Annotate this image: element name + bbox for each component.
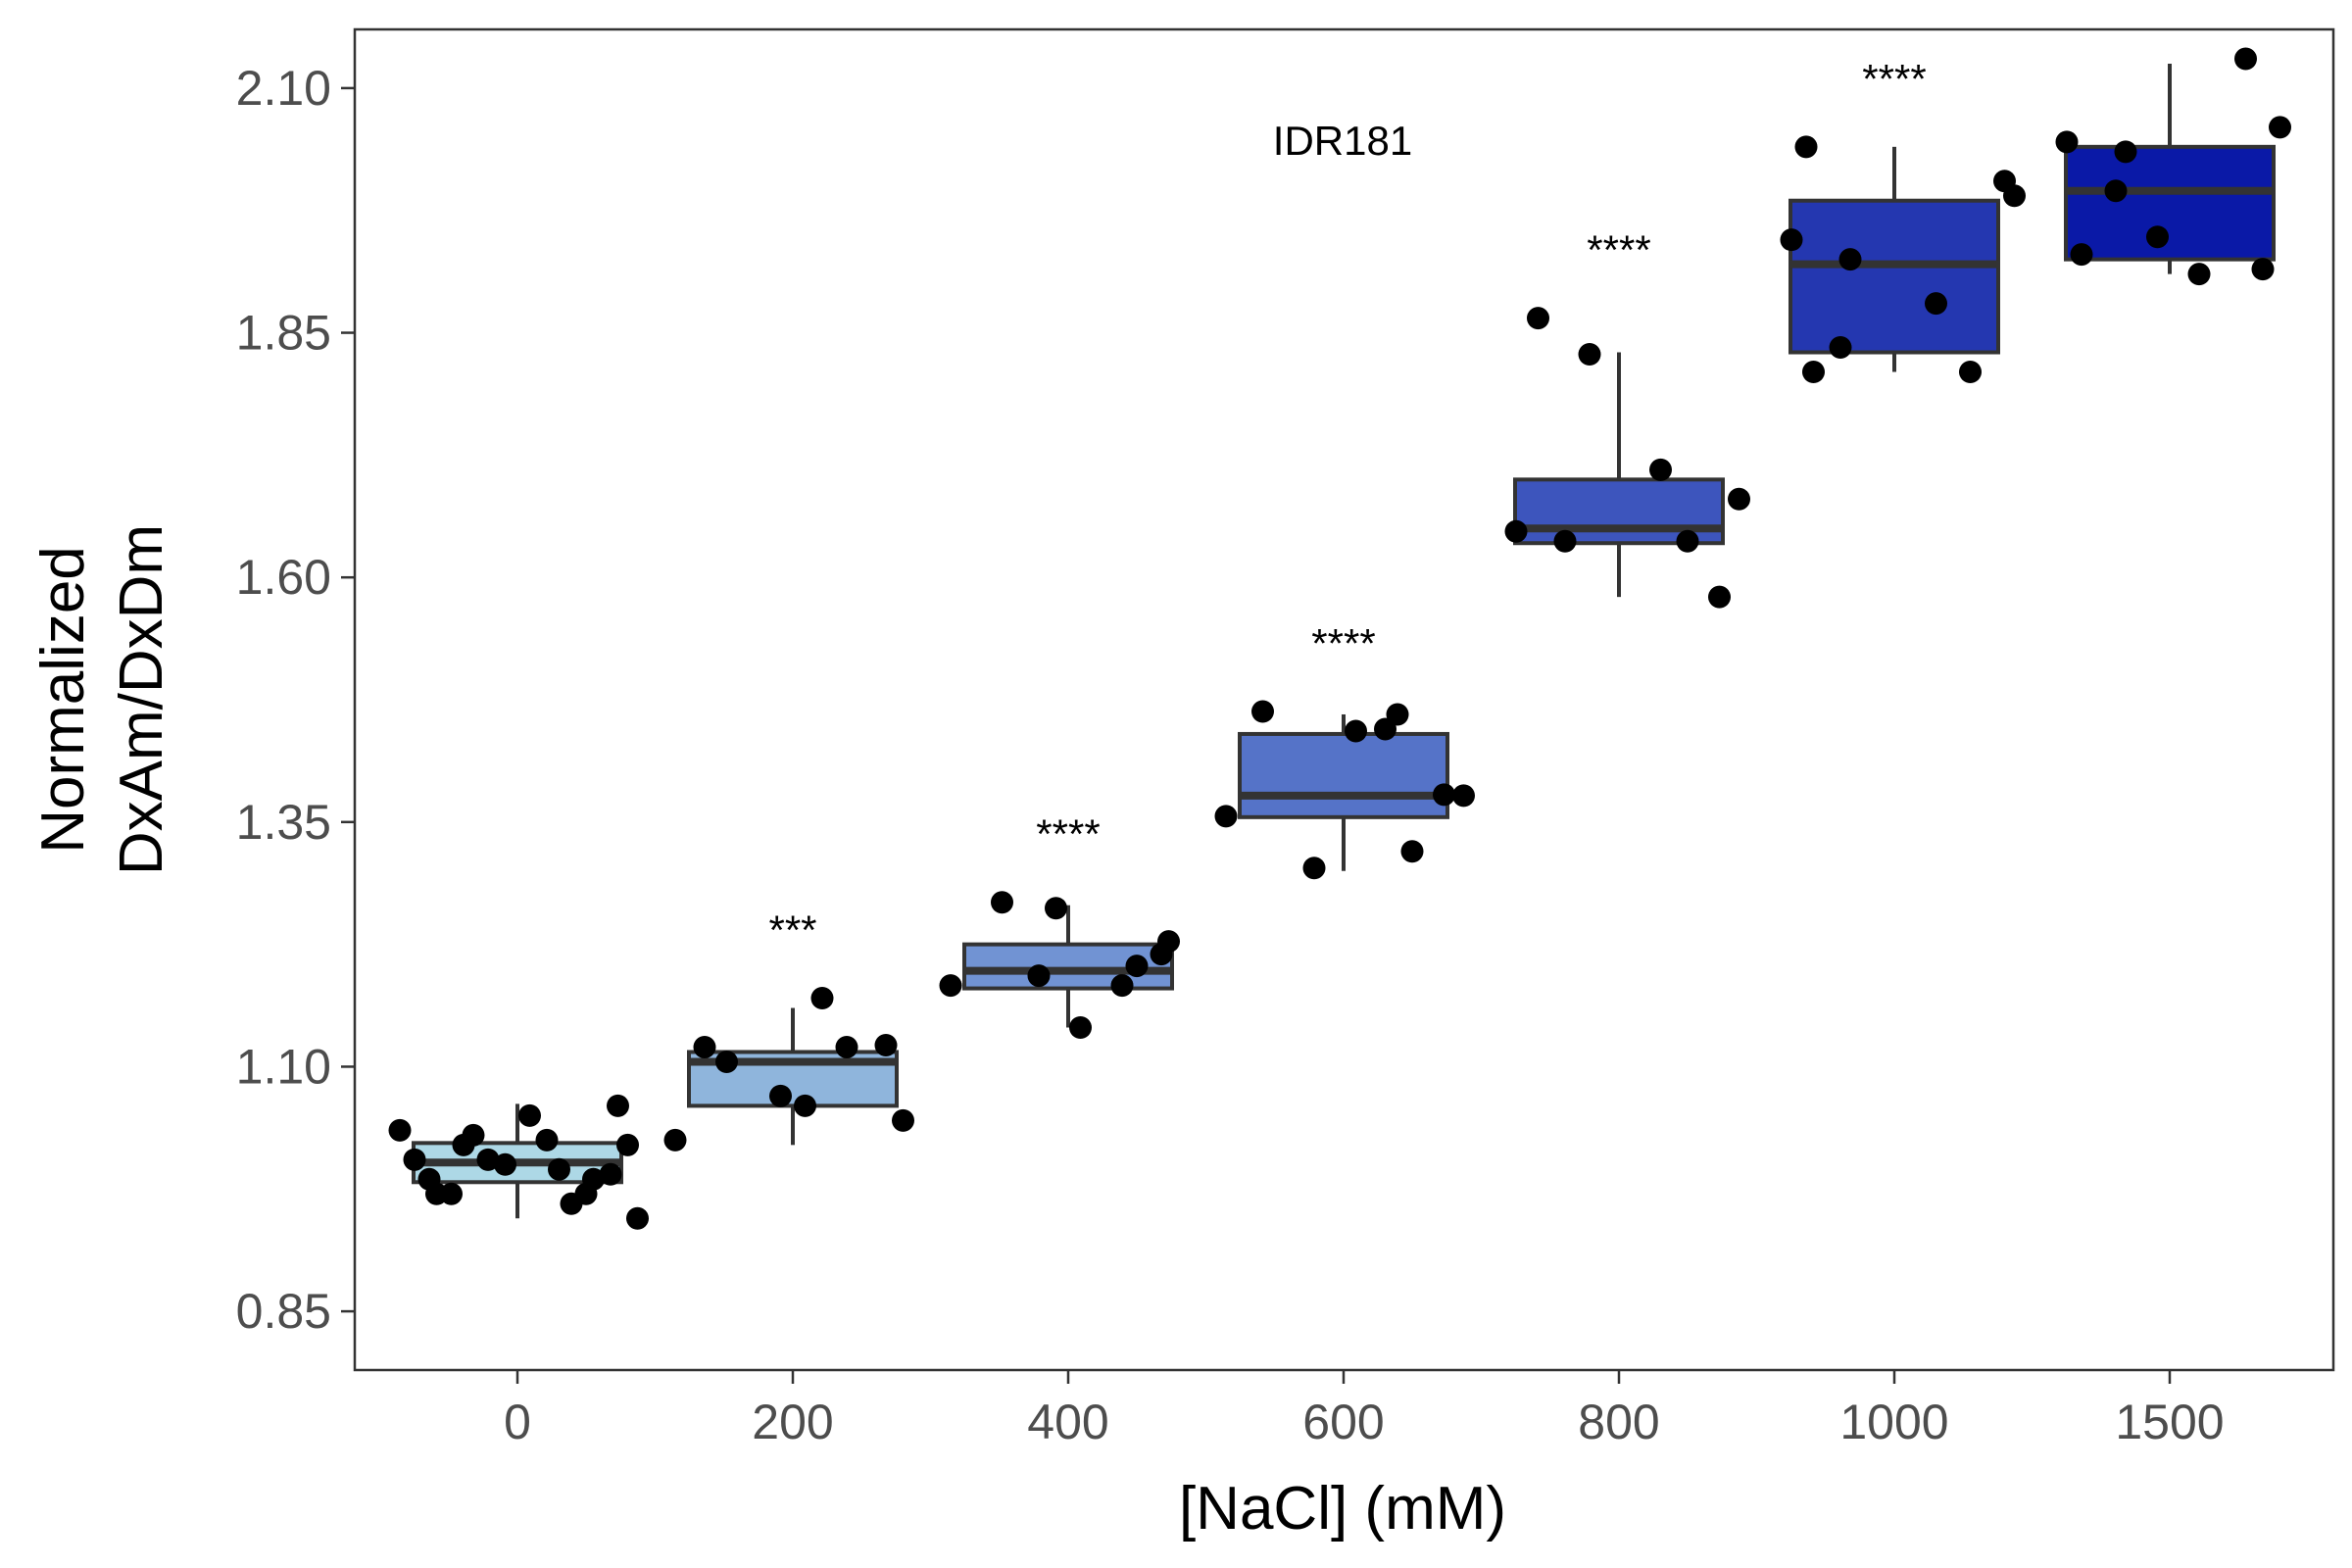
data-point — [693, 1035, 716, 1058]
data-point — [574, 1182, 598, 1205]
data-point — [810, 987, 834, 1010]
significance-label: *** — [768, 907, 816, 954]
significance-label: **** — [1311, 620, 1375, 666]
y-axis-title-line-2: DxAm/DxDm — [108, 524, 175, 875]
data-point — [1959, 360, 1982, 383]
data-point — [2269, 116, 2291, 139]
x-tick-label: 400 — [1027, 1395, 1108, 1449]
data-point — [1345, 719, 1367, 743]
data-point — [476, 1148, 500, 1171]
x-axis-title: [NaCl] (mM) — [1179, 1475, 1506, 1543]
box-iqr — [962, 942, 1174, 991]
box-iqr — [2064, 144, 2276, 262]
panel-annotation: IDR181 — [1273, 118, 1412, 164]
data-point — [939, 974, 962, 998]
data-point — [991, 891, 1013, 914]
x-tick-label: 0 — [504, 1395, 531, 1449]
data-point — [1433, 783, 1455, 807]
data-point — [2251, 258, 2275, 281]
data-point — [1125, 955, 1149, 978]
data-point — [1027, 964, 1051, 988]
data-point — [1993, 170, 2016, 193]
y-tick-label: 1.85 — [236, 306, 331, 361]
x-tick-label: 800 — [1578, 1395, 1659, 1449]
data-point — [892, 1108, 914, 1132]
data-point — [874, 1033, 898, 1056]
y-axis-title-line-1: Normalized — [29, 546, 97, 854]
data-point — [1925, 292, 1947, 316]
data-point — [535, 1128, 559, 1152]
data-point — [2104, 179, 2128, 203]
data-point — [403, 1148, 426, 1171]
data-point — [518, 1103, 541, 1127]
data-point — [1452, 784, 1475, 808]
significance-layer: ******************* — [768, 56, 1926, 954]
data-point — [1794, 135, 1818, 159]
y-tick-label: 2.10 — [236, 61, 331, 116]
y-tick-label: 1.35 — [236, 795, 331, 850]
data-point — [1649, 458, 1672, 481]
y-axis: 0.85 1.10 1.35 1.60 1.85 2.10 — [236, 61, 355, 1339]
data-point — [1553, 529, 1577, 553]
data-point — [1157, 930, 1180, 954]
data-point — [1802, 360, 1825, 383]
data-point — [1780, 228, 1803, 252]
x-tick-label: 1500 — [2115, 1395, 2224, 1449]
data-point — [2234, 47, 2257, 71]
data-point — [626, 1206, 649, 1230]
x-tick-label: 200 — [752, 1395, 833, 1449]
data-point — [425, 1182, 448, 1205]
data-point — [794, 1094, 816, 1117]
x-axis: 0 200 400 600 800 1000 1500 — [504, 1370, 2225, 1449]
x-tick-label: 600 — [1302, 1395, 1384, 1449]
data-point — [2055, 130, 2079, 154]
data-point — [1504, 519, 1528, 543]
significance-label: **** — [1587, 227, 1650, 273]
data-point — [1829, 336, 1852, 360]
data-point — [1527, 307, 1549, 330]
significance-label: **** — [1036, 811, 1100, 858]
data-point — [1045, 897, 1067, 920]
data-point — [599, 1162, 622, 1186]
data-point — [1374, 717, 1396, 741]
box-600 — [1238, 713, 1449, 871]
data-point — [769, 1084, 792, 1107]
data-point — [1251, 700, 1274, 723]
box-iqr — [1238, 731, 1449, 819]
data-point — [388, 1118, 412, 1142]
x-tick-label: 1000 — [1839, 1395, 1948, 1449]
data-point — [2146, 225, 2169, 249]
data-point — [1400, 840, 1424, 863]
box-1000 — [1788, 146, 2000, 372]
data-point — [1676, 529, 1699, 553]
data-point — [1214, 805, 1238, 828]
data-point — [1728, 487, 1750, 511]
data-point — [1069, 1016, 1092, 1040]
data-point — [1302, 857, 1326, 880]
y-tick-label: 0.85 — [236, 1284, 331, 1339]
data-point — [1578, 343, 1601, 367]
data-point — [548, 1157, 570, 1181]
points-layer — [388, 47, 2291, 1230]
y-tick-label: 1.60 — [236, 550, 331, 605]
data-point — [663, 1128, 687, 1152]
box-1500 — [2064, 63, 2276, 274]
data-point — [1110, 974, 1134, 998]
significance-label: **** — [1862, 56, 1926, 102]
data-point — [2114, 140, 2137, 164]
data-point — [835, 1035, 858, 1058]
data-point — [2187, 263, 2211, 286]
box-iqr — [1788, 198, 2000, 355]
data-point — [607, 1094, 629, 1117]
data-point — [2070, 243, 2093, 267]
data-point — [452, 1133, 475, 1156]
data-point — [1708, 585, 1731, 609]
data-point — [616, 1133, 639, 1156]
data-point — [715, 1050, 738, 1073]
data-point — [1838, 248, 1862, 271]
y-tick-label: 1.10 — [236, 1039, 331, 1094]
data-point — [494, 1152, 516, 1176]
